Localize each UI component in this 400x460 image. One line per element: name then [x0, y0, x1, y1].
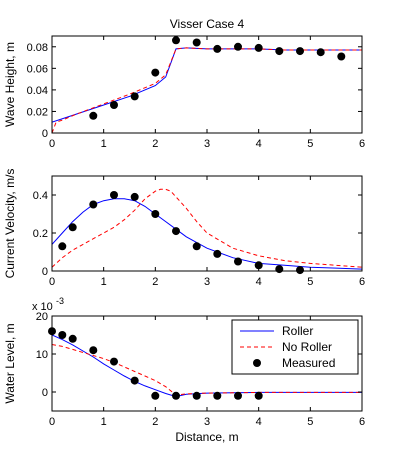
y-tick-label: 0	[42, 128, 48, 140]
x-axis-label: Distance, m	[175, 430, 238, 444]
measured-point	[213, 391, 222, 400]
series-no-roller-line	[52, 47, 362, 133]
legend-box	[231, 319, 359, 375]
x-tick-label: 1	[101, 416, 107, 428]
measured-point	[172, 227, 180, 236]
panel-1: 0 1 2 3 4 5 6 0 0.02 0.04 0.06 0.08 Visser Case 4 Wav…	[3, 17, 365, 150]
x-tick-label: 4	[256, 276, 262, 288]
x-tick-label: 4	[256, 416, 262, 428]
measured-point	[68, 223, 77, 232]
measured-point	[58, 242, 67, 251]
y-axis-multiplier-exponent: -3	[56, 296, 64, 306]
x-tick-label: 0	[49, 276, 55, 288]
x-tick-label: 5	[307, 138, 313, 150]
measured-point	[275, 265, 284, 274]
x-tick-label: 2	[152, 138, 158, 150]
measured-point	[151, 68, 160, 77]
measured-point	[234, 257, 242, 266]
panel-3: 0 1 2 3 4 5 6 0 10 20 Water Level, m Distance, m x 1…	[3, 296, 365, 444]
legend-entry-label: No Roller	[282, 340, 332, 354]
measured-point	[151, 210, 160, 218]
x-tick-label: 3	[204, 416, 210, 428]
legend-entry-label: Measured	[282, 356, 335, 370]
measured-point	[130, 376, 139, 385]
legend: Roller No Roller Measured	[231, 319, 359, 375]
y-tick-label: 0.08	[27, 42, 48, 54]
measured-point	[254, 43, 263, 52]
measured-point	[110, 357, 118, 366]
y-axis-label: Current Velocity, m/s	[3, 169, 17, 279]
y-axis-label: Water Level, m	[3, 323, 17, 403]
y-tick-label: 0.2	[33, 228, 48, 240]
y-axis-multiplier: x 10	[32, 301, 53, 313]
measured-point	[89, 346, 98, 355]
measured-point	[316, 48, 325, 57]
x-tick-label: 5	[307, 416, 313, 428]
measured-point	[296, 266, 304, 275]
measured-point	[192, 391, 201, 400]
measured-point	[172, 36, 180, 45]
y-tick-label: 0.06	[27, 63, 48, 75]
measured-point	[213, 44, 222, 53]
measured-point	[275, 47, 284, 56]
measured-point	[151, 391, 160, 400]
x-tick-label: 3	[204, 138, 210, 150]
x-tick-label: 6	[359, 276, 365, 288]
plot-frame	[51, 175, 363, 272]
x-tick-label: 0	[49, 138, 55, 150]
x-tick-label: 0	[49, 416, 55, 428]
measured-point	[89, 200, 98, 209]
y-tick-label: 10	[36, 349, 48, 361]
x-tick-label: 1	[101, 276, 107, 288]
measured-point	[337, 52, 346, 61]
panel-2: 0 1 2 3 4 5 6 0 0.2 0.4 Current Velocity, m/s	[3, 169, 365, 288]
measured-point	[110, 101, 118, 109]
series-no-roller-line	[52, 344, 362, 396]
measured-point	[110, 191, 118, 199]
x-tick-label: 6	[359, 416, 365, 428]
plot-frame	[51, 35, 363, 134]
legend-swatch	[253, 359, 261, 367]
measured-point	[58, 331, 67, 339]
y-tick-label: 0.4	[33, 190, 48, 202]
measured-point	[234, 391, 242, 400]
x-tick-label: 2	[152, 416, 158, 428]
legend-entry-label: Roller	[282, 324, 313, 338]
y-tick-label: 20	[36, 311, 48, 323]
measured-point	[192, 38, 201, 47]
x-tick-label: 2	[152, 276, 158, 288]
y-tick-label: 0.02	[27, 106, 48, 118]
measured-point	[130, 192, 139, 201]
measured-point	[130, 92, 139, 101]
measured-point	[68, 334, 77, 343]
y-axis-label: Wave Height, m	[3, 42, 17, 127]
y-tick-label: 0.04	[27, 85, 48, 97]
measured-point	[89, 111, 98, 120]
x-tick-label: 4	[256, 138, 262, 150]
measured-point	[234, 42, 242, 51]
y-tick-label: 0	[42, 387, 48, 399]
measured-point	[213, 249, 222, 258]
series-roller-line	[52, 198, 362, 270]
x-tick-label: 3	[204, 276, 210, 288]
series-no-roller-line	[52, 188, 362, 268]
x-tick-label: 6	[359, 138, 365, 150]
measured-point	[254, 391, 263, 400]
x-tick-label: 1	[101, 138, 107, 150]
measured-point	[296, 47, 304, 56]
series-roller-line	[52, 47, 362, 123]
measured-point	[192, 242, 201, 251]
y-tick-label: 0	[42, 266, 48, 278]
chart-title: Visser Case 4	[170, 17, 245, 31]
measured-point	[254, 261, 263, 270]
x-tick-label: 5	[307, 276, 313, 288]
measured-point	[172, 391, 180, 400]
